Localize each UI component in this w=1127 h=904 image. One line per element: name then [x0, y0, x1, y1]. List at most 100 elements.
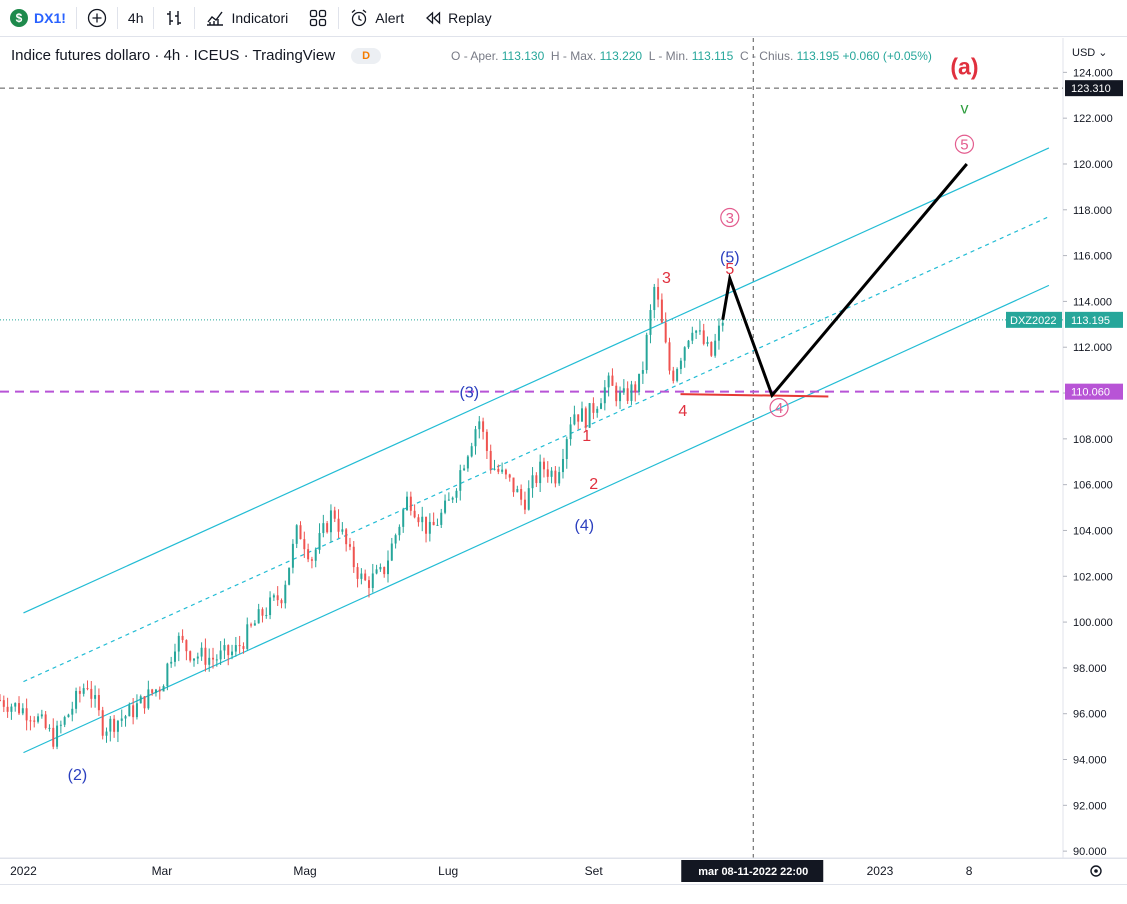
- candle-body: [280, 600, 283, 604]
- currency-selector[interactable]: USD ⌄: [1072, 46, 1108, 59]
- candle-body: [588, 403, 591, 428]
- candle-body: [135, 703, 138, 718]
- change-value: +0.060 (+0.05%): [842, 48, 932, 63]
- alert-label: Alert: [375, 10, 405, 26]
- candle-body: [573, 414, 576, 425]
- candle-body: [478, 421, 481, 430]
- candle-body: [204, 647, 207, 665]
- interval-button[interactable]: 4h: [118, 0, 154, 36]
- candle-body: [641, 370, 644, 374]
- elliott-projection-path: [721, 163, 968, 399]
- candle-body: [546, 469, 549, 477]
- candle-body: [29, 720, 32, 722]
- chart-legend: Indice futures dollaro · 4h · ICEUS · Tr…: [11, 47, 932, 64]
- wave-label: (4): [575, 517, 595, 534]
- candle-body: [348, 544, 351, 547]
- candle-body: [406, 496, 409, 511]
- channel-upper-line: [23, 147, 1050, 614]
- price-axis-panel: [1063, 38, 1127, 858]
- close-value: 113.195: [796, 48, 840, 63]
- settings-gear-icon: [1090, 865, 1102, 877]
- candle-body: [554, 470, 557, 484]
- candle-body: [322, 523, 325, 534]
- candle-body: [390, 543, 393, 561]
- top-toolbar: $ DX1! 4h Indicatori Alert Replay: [0, 0, 1127, 37]
- candle-body: [375, 569, 378, 574]
- symbol-selector[interactable]: $ DX1!: [0, 0, 76, 36]
- candle-body: [489, 450, 492, 470]
- candle-body: [82, 688, 85, 694]
- alert-button[interactable]: Alert: [339, 0, 414, 36]
- candle-body: [425, 516, 428, 534]
- candle-body: [501, 469, 504, 472]
- candle-body: [223, 645, 226, 651]
- indicators-label: Indicatori: [231, 10, 289, 26]
- time-tick-label: Mag: [293, 864, 316, 878]
- layouts-button[interactable]: [298, 0, 338, 36]
- candle-body: [181, 635, 184, 641]
- candle-body: [94, 695, 97, 699]
- candle-body: [611, 375, 614, 386]
- time-axis[interactable]: [0, 858, 1127, 885]
- wave-label-circle: [769, 398, 789, 418]
- time-tick-label: Mar: [152, 864, 173, 878]
- candle-body: [326, 523, 329, 533]
- high-label: H - Max.: [550, 48, 597, 63]
- candle-body: [463, 468, 466, 471]
- close-label: C - Chius.: [739, 48, 794, 63]
- candle-body: [504, 469, 507, 475]
- candle-body: [569, 424, 572, 440]
- candle-body: [360, 573, 363, 579]
- candle-body: [219, 650, 222, 660]
- candle-body: [577, 414, 580, 422]
- candle-body: [6, 706, 9, 712]
- channel-lower-line: [23, 284, 1050, 754]
- add-symbol-button[interactable]: [77, 0, 117, 36]
- candle-body: [276, 595, 279, 601]
- last-price-badge: 113.195: [1071, 315, 1110, 327]
- candle-body: [0, 699, 1, 701]
- candle-body: [619, 392, 622, 402]
- candle-body: [208, 657, 211, 665]
- candle-body: [558, 472, 561, 484]
- candle-body: [14, 703, 17, 707]
- price-chart[interactable]: 124.000 122.000 120.000 118.000 116.000 114.0…: [0, 0, 1127, 884]
- candle-body: [227, 645, 230, 656]
- candle-body: [383, 566, 386, 575]
- candle-body: [664, 322, 667, 343]
- candle-body: [638, 373, 641, 392]
- candle-body: [698, 330, 701, 332]
- candle-body: [687, 340, 690, 348]
- candle-body: [436, 524, 439, 526]
- indicators-button[interactable]: Indicatori: [195, 0, 298, 36]
- price-tick-label: 120.000: [1073, 159, 1113, 171]
- candle-body: [40, 714, 43, 717]
- chart-type-button[interactable]: [154, 0, 194, 36]
- candle-body: [668, 342, 671, 371]
- rewind-icon: [426, 11, 441, 25]
- candle-body: [314, 549, 317, 561]
- replay-button[interactable]: Replay: [414, 0, 502, 36]
- candle-body: [143, 696, 146, 709]
- candle-body: [78, 690, 81, 694]
- candle-body: [242, 646, 245, 649]
- candle-body: [261, 609, 264, 616]
- candle-body: [721, 322, 724, 326]
- price-tick-label: 90.000: [1073, 846, 1107, 858]
- candle-body: [128, 705, 131, 717]
- level-price-badge: 110.060: [1071, 387, 1110, 399]
- toolbar-divider: [75, 7, 77, 29]
- candle-body: [710, 341, 713, 356]
- candle-body: [413, 510, 416, 518]
- candle-body: [679, 360, 682, 370]
- candle-body: [516, 489, 519, 493]
- candle-body: [124, 716, 127, 719]
- candle-body: [177, 635, 180, 652]
- toolbar-divider: [116, 7, 118, 29]
- candle-body: [645, 334, 648, 371]
- candle-body: [253, 623, 256, 626]
- delayed-data-badge[interactable]: D: [351, 47, 382, 64]
- candle-body: [660, 299, 663, 323]
- candle-body: [18, 703, 21, 714]
- price-tick-label: 98.000: [1073, 663, 1107, 675]
